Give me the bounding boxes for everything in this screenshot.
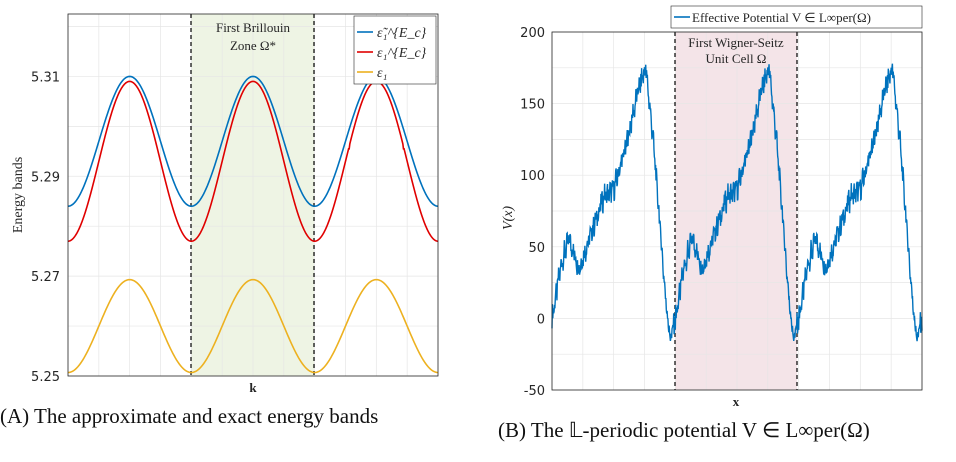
series-eps1 bbox=[67, 278, 439, 374]
panel-a-ytick-label: 5.31 bbox=[31, 70, 60, 85]
panel-a-ylabel: Energy bands bbox=[11, 157, 26, 233]
cell-annotation-line2: Unit Cell Ω bbox=[706, 51, 767, 66]
panel-b-yticks: -50 0 50 100 150 200 bbox=[520, 26, 545, 399]
legend-label-approx: ε̃₁^{E_c} bbox=[377, 26, 427, 41]
panel-b-axes-box bbox=[551, 31, 923, 391]
panel-b-ytick-label: 100 bbox=[520, 169, 545, 184]
panel-b-ylabel: V(x) bbox=[501, 206, 516, 230]
brillouin-zone-fill bbox=[191, 14, 314, 376]
panel-b-ytick-label: 150 bbox=[520, 98, 545, 113]
zone-annotation-line1: First Brillouin bbox=[216, 20, 291, 35]
panel-a-ytick-label: 5.27 bbox=[31, 270, 60, 285]
panel-b-legend: Effective Potential V ∈ L∞per(Ω) bbox=[670, 5, 923, 29]
caption-a: (A) The approximate and exact energy ban… bbox=[0, 404, 379, 428]
panel-b-grid bbox=[551, 31, 923, 391]
panel-a-yticks: 5.25 5.27 5.29 5.31 bbox=[31, 70, 60, 385]
panel-b-ytick-label: 50 bbox=[528, 241, 545, 256]
figure-canvas: 5.25 5.27 5.29 5.31 Energy bands k First Br… bbox=[11, 5, 923, 409]
panel-a-xlabel: k bbox=[249, 380, 257, 395]
legend-label-exact: ε₁^{E_c} bbox=[377, 46, 427, 61]
cell-annotation-line1: First Wigner-Seitz bbox=[688, 35, 784, 50]
panel-b-ytick-label: -50 bbox=[524, 384, 545, 399]
panel-b-legend-box bbox=[670, 5, 923, 29]
panel-a-legend: ε̃₁^{E_c} ε₁^{E_c} ε₁ bbox=[353, 15, 437, 85]
panel-b: -50 0 50 100 150 200 V(x) x First Wigner-Seit… bbox=[501, 5, 923, 409]
panel-b-series bbox=[551, 63, 923, 342]
legend-label-potential: Effective Potential V ∈ L∞per(Ω) bbox=[692, 10, 871, 25]
panel-b-ytick-label: 200 bbox=[520, 26, 545, 41]
series-potential bbox=[551, 63, 923, 342]
panel-b-ytick-label: 0 bbox=[537, 312, 545, 327]
zone-annotation-line2: Zone Ω* bbox=[230, 38, 276, 53]
panel-b-xlabel: x bbox=[733, 394, 740, 409]
panel-a-ytick-label: 5.29 bbox=[31, 170, 60, 185]
panel-a: 5.25 5.27 5.29 5.31 Energy bands k First Br… bbox=[11, 13, 439, 395]
panel-a-axes-box bbox=[67, 13, 439, 377]
panel-a-ytick-label: 5.25 bbox=[31, 370, 60, 385]
legend-label-eps1: ε₁ bbox=[377, 66, 387, 81]
caption-b: (B) The 𝕃-periodic potential V ∈ L∞per(Ω… bbox=[498, 418, 870, 442]
